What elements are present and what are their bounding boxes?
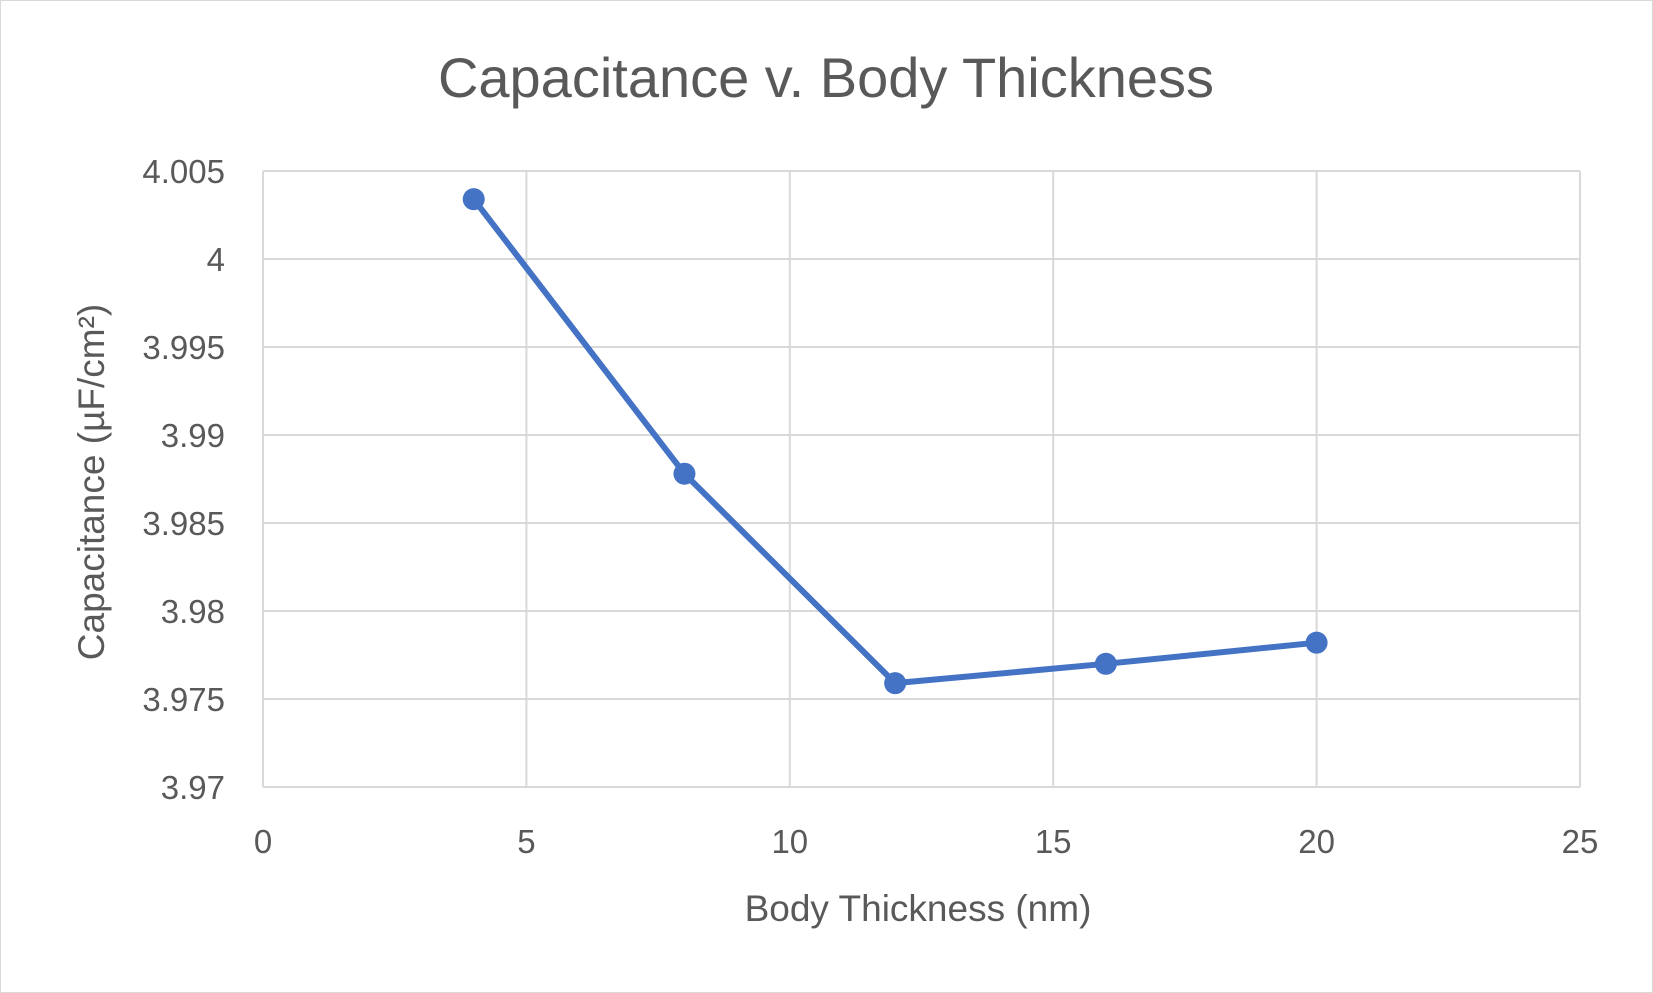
x-tick-label: 25 — [1562, 823, 1599, 860]
y-tick-label: 3.97 — [161, 769, 225, 806]
x-tick-label: 20 — [1298, 823, 1335, 860]
data-point — [1305, 631, 1328, 654]
y-tick-label: 4.005 — [142, 153, 225, 190]
x-tick-label: 0 — [254, 823, 272, 860]
y-tick-label: 3.975 — [142, 681, 225, 718]
chart-title: Capacitance v. Body Thickness — [438, 46, 1214, 109]
y-tick-label: 3.985 — [142, 505, 225, 542]
x-tick-label: 10 — [771, 823, 808, 860]
y-tick-label: 3.99 — [161, 417, 225, 454]
data-point — [673, 462, 696, 485]
data-point — [462, 188, 485, 211]
grid — [262, 170, 1581, 788]
y-axis-label: Capacitance (µF/cm²) — [71, 304, 112, 660]
x-axis-label: Body Thickness (nm) — [745, 888, 1092, 929]
x-tick-label: 5 — [517, 823, 535, 860]
x-tick-label: 15 — [1035, 823, 1072, 860]
tick-labels: 3.97 3.975 3.98 3.985 3.99 3.995 4 4.005 0 5 10 15 2… — [142, 153, 1598, 860]
y-tick-label: 3.98 — [161, 593, 225, 630]
series-capacitance — [462, 188, 1328, 695]
data-point — [1094, 652, 1117, 675]
y-tick-label: 4 — [207, 241, 225, 278]
data-point — [884, 672, 907, 695]
y-tick-label: 3.995 — [142, 329, 225, 366]
